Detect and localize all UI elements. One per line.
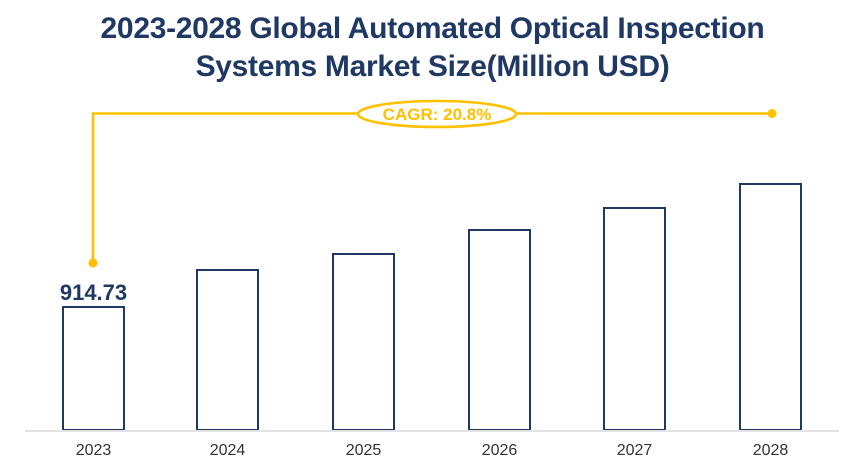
x-axis-label-2023: 2023: [75, 442, 112, 459]
x-axis-label-2026: 2026: [481, 442, 518, 459]
chart-title: 2023-2028 Global Automated Optical Inspe…: [0, 10, 865, 86]
chart-title-line2: Systems Market Size(Million USD): [195, 50, 670, 83]
cagr-connector-line: [91, 112, 772, 263]
x-axis-label-2024: 2024: [209, 442, 246, 459]
x-axis-label-2027: 2027: [616, 442, 653, 459]
cagr-ellipse: [356, 99, 518, 129]
x-axis-label-2028: 2028: [752, 442, 789, 459]
x-axis-label-2025: 2025: [345, 442, 382, 459]
connector-end-dot: [767, 109, 777, 118]
value-label-2023: 914.73: [59, 280, 128, 305]
bar-2023: [62, 306, 125, 431]
x-axis-line: [25, 430, 839, 432]
bar-2026: [468, 229, 531, 431]
chart-title-line1: 2023-2028 Global Automated Optical Inspe…: [100, 12, 765, 45]
bar-2025: [332, 253, 395, 431]
bar-2027: [603, 207, 666, 431]
connector-start-dot: [88, 258, 98, 268]
bar-2028: [739, 183, 802, 431]
bar-2024: [196, 269, 259, 431]
cagr-label: CAGR: 20.8%: [383, 105, 492, 124]
